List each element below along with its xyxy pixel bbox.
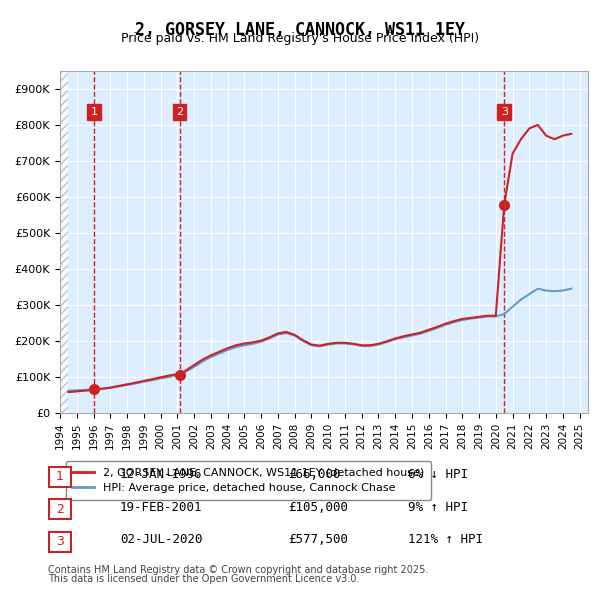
Text: 121% ↑ HPI: 121% ↑ HPI	[408, 533, 483, 546]
Text: Contains HM Land Registry data © Crown copyright and database right 2025.: Contains HM Land Registry data © Crown c…	[48, 565, 428, 575]
Text: 3: 3	[500, 107, 508, 117]
FancyBboxPatch shape	[49, 467, 71, 487]
Text: 1: 1	[91, 107, 98, 117]
FancyBboxPatch shape	[49, 499, 71, 519]
Text: 3: 3	[56, 535, 64, 548]
FancyBboxPatch shape	[49, 532, 71, 552]
Legend: 2, GORSEY LANE, CANNOCK, WS11 1EY (detached house), HPI: Average price, detached: 2, GORSEY LANE, CANNOCK, WS11 1EY (detac…	[65, 461, 431, 500]
Text: 6% ↓ HPI: 6% ↓ HPI	[408, 468, 468, 481]
Text: £105,000: £105,000	[288, 501, 348, 514]
Text: 2: 2	[56, 503, 64, 516]
Text: 02-JUL-2020: 02-JUL-2020	[120, 533, 203, 546]
Text: 1: 1	[56, 470, 64, 483]
Text: 12-JAN-1996: 12-JAN-1996	[120, 468, 203, 481]
Text: £66,000: £66,000	[288, 468, 341, 481]
Text: £577,500: £577,500	[288, 533, 348, 546]
Text: Price paid vs. HM Land Registry's House Price Index (HPI): Price paid vs. HM Land Registry's House …	[121, 32, 479, 45]
Text: 2, GORSEY LANE, CANNOCK, WS11 1EY: 2, GORSEY LANE, CANNOCK, WS11 1EY	[135, 21, 465, 39]
Text: 2: 2	[176, 107, 183, 117]
Text: 19-FEB-2001: 19-FEB-2001	[120, 501, 203, 514]
Text: This data is licensed under the Open Government Licence v3.0.: This data is licensed under the Open Gov…	[48, 574, 359, 584]
Text: 9% ↑ HPI: 9% ↑ HPI	[408, 501, 468, 514]
